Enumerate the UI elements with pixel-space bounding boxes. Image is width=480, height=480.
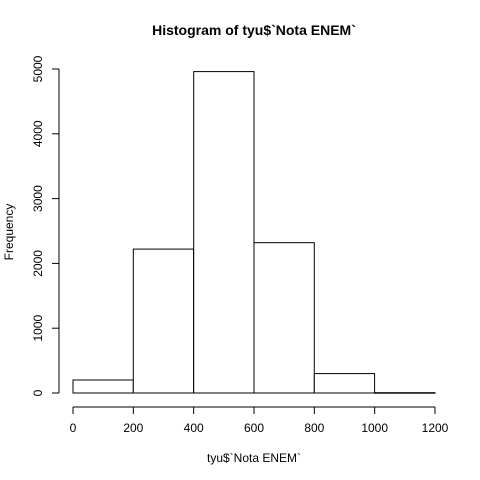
y-tick-label-4: 4000 — [31, 120, 45, 147]
y-tick-label-5: 5000 — [31, 55, 45, 82]
y-tick-label-0: 0 — [31, 389, 45, 396]
x-tick-label-4: 800 — [304, 421, 324, 435]
y-axis-label: Frequency — [2, 204, 16, 261]
histogram-bar-1 — [132, 248, 195, 394]
histogram-bar-5 — [374, 392, 436, 394]
histogram-bar-3 — [253, 242, 315, 394]
x-axis: 0 200 400 600 800 1000 1200 — [70, 406, 449, 435]
x-tick-label-1: 200 — [123, 421, 143, 435]
y-tick-label-2: 2000 — [31, 250, 45, 277]
x-tick-label-3: 600 — [244, 421, 264, 435]
histogram-bars — [72, 71, 436, 394]
x-tick-label-2: 400 — [184, 421, 204, 435]
x-axis-label: tyu$`Nota ENEM` — [207, 451, 301, 465]
x-tick-label-0: 0 — [70, 421, 77, 435]
x-tick-label-6: 1200 — [422, 421, 449, 435]
histogram-bar-4 — [313, 373, 376, 394]
x-tick-label-5: 1000 — [361, 421, 388, 435]
y-axis: 0 1000 2000 3000 4000 5000 — [31, 55, 60, 396]
histogram-bar-2 — [193, 71, 255, 394]
y-tick-label-3: 3000 — [31, 185, 45, 212]
y-tick-label-1: 1000 — [31, 315, 45, 342]
histogram-bar-0 — [72, 379, 134, 394]
chart-title: Histogram of tyu$`Nota ENEM` — [152, 22, 356, 38]
